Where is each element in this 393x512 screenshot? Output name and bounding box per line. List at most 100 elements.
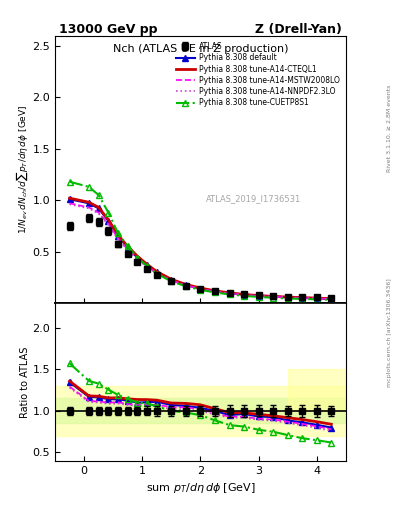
Pythia 8.308 tune-A14-MSTW2008LO bbox=[67, 200, 72, 206]
Pythia 8.308 tune-A14-CTEQL1 bbox=[116, 232, 120, 238]
Pythia 8.308 tune-A14-NNPDF2.3LO bbox=[125, 247, 130, 253]
Pythia 8.308 default bbox=[242, 291, 246, 297]
Pythia 8.308 default bbox=[67, 196, 72, 202]
Pythia 8.308 tune-A14-CTEQL1 bbox=[154, 269, 159, 275]
Line: Pythia 8.308 tune-A14-NNPDF2.3LO: Pythia 8.308 tune-A14-NNPDF2.3LO bbox=[70, 204, 331, 299]
Pythia 8.308 tune-A14-MSTW2008LO bbox=[271, 293, 275, 300]
Line: Pythia 8.308 tune-CUETP8S1: Pythia 8.308 tune-CUETP8S1 bbox=[67, 179, 334, 303]
Pythia 8.308 default bbox=[184, 282, 188, 288]
Pythia 8.308 tune-A14-NNPDF2.3LO bbox=[169, 278, 174, 284]
Pythia 8.308 default bbox=[96, 205, 101, 211]
Pythia 8.308 default bbox=[213, 288, 217, 294]
Pythia 8.308 tune-A14-NNPDF2.3LO bbox=[106, 222, 111, 228]
Pythia 8.308 tune-A14-MSTW2008LO bbox=[300, 295, 305, 301]
Pythia 8.308 tune-CUETP8S1 bbox=[329, 296, 334, 303]
Pythia 8.308 tune-A14-CTEQL1 bbox=[169, 276, 174, 283]
Pythia 8.308 tune-CUETP8S1 bbox=[145, 263, 149, 269]
Pythia 8.308 tune-A14-MSTW2008LO bbox=[169, 278, 174, 284]
Pythia 8.308 tune-A14-MSTW2008LO bbox=[329, 296, 334, 302]
Pythia 8.308 tune-A14-MSTW2008LO bbox=[86, 204, 91, 210]
Pythia 8.308 tune-A14-MSTW2008LO bbox=[198, 286, 203, 292]
Pythia 8.308 tune-A14-CTEQL1 bbox=[329, 295, 334, 302]
Pythia 8.308 tune-A14-MSTW2008LO bbox=[135, 255, 140, 262]
Pythia 8.308 tune-A14-CTEQL1 bbox=[125, 243, 130, 249]
Line: Pythia 8.308 tune-A14-MSTW2008LO: Pythia 8.308 tune-A14-MSTW2008LO bbox=[70, 203, 331, 299]
Text: Nch (ATLAS UE in Z production): Nch (ATLAS UE in Z production) bbox=[113, 44, 288, 54]
Pythia 8.308 tune-A14-MSTW2008LO bbox=[116, 235, 120, 241]
Pythia 8.308 default bbox=[125, 244, 130, 250]
Pythia 8.308 tune-A14-CTEQL1 bbox=[145, 261, 149, 267]
Pythia 8.308 default bbox=[271, 293, 275, 300]
Pythia 8.308 default bbox=[86, 200, 91, 206]
Pythia 8.308 tune-A14-NNPDF2.3LO bbox=[329, 296, 334, 302]
Pythia 8.308 default bbox=[145, 262, 149, 268]
Pythia 8.308 tune-A14-CTEQL1 bbox=[271, 293, 275, 300]
Pythia 8.308 tune-A14-NNPDF2.3LO bbox=[198, 286, 203, 292]
Pythia 8.308 tune-A14-NNPDF2.3LO bbox=[145, 264, 149, 270]
Pythia 8.308 tune-A14-NNPDF2.3LO bbox=[256, 293, 261, 299]
Pythia 8.308 default bbox=[227, 290, 232, 296]
Pythia 8.308 tune-CUETP8S1 bbox=[300, 296, 305, 302]
Pythia 8.308 default bbox=[154, 269, 159, 275]
Pythia 8.308 tune-A14-CTEQL1 bbox=[285, 294, 290, 300]
Pythia 8.308 tune-A14-NNPDF2.3LO bbox=[271, 294, 275, 300]
Pythia 8.308 tune-A14-CTEQL1 bbox=[106, 217, 111, 223]
Pythia 8.308 tune-A14-CTEQL1 bbox=[300, 294, 305, 301]
Pythia 8.308 tune-CUETP8S1 bbox=[242, 293, 246, 299]
Pythia 8.308 tune-CUETP8S1 bbox=[116, 230, 120, 236]
Pythia 8.308 tune-CUETP8S1 bbox=[135, 254, 140, 261]
Pythia 8.308 default bbox=[116, 233, 120, 239]
Pythia 8.308 tune-CUETP8S1 bbox=[227, 291, 232, 297]
Pythia 8.308 tune-A14-NNPDF2.3LO bbox=[242, 292, 246, 298]
Pythia 8.308 default bbox=[135, 254, 140, 261]
Pythia 8.308 tune-A14-NNPDF2.3LO bbox=[300, 295, 305, 301]
Pythia 8.308 tune-A14-MSTW2008LO bbox=[285, 294, 290, 301]
Pythia 8.308 default bbox=[285, 294, 290, 301]
Pythia 8.308 tune-A14-NNPDF2.3LO bbox=[154, 271, 159, 277]
Pythia 8.308 default bbox=[198, 286, 203, 292]
Pythia 8.308 tune-A14-CTEQL1 bbox=[213, 288, 217, 294]
Pythia 8.308 tune-A14-MSTW2008LO bbox=[227, 290, 232, 296]
Pythia 8.308 tune-CUETP8S1 bbox=[213, 289, 217, 295]
Pythia 8.308 tune-A14-CTEQL1 bbox=[184, 282, 188, 288]
Pythia 8.308 tune-A14-MSTW2008LO bbox=[154, 270, 159, 276]
Pythia 8.308 tune-A14-NNPDF2.3LO bbox=[227, 290, 232, 296]
Pythia 8.308 tune-A14-MSTW2008LO bbox=[184, 282, 188, 288]
Pythia 8.308 default bbox=[329, 296, 334, 302]
Pythia 8.308 tune-A14-MSTW2008LO bbox=[256, 293, 261, 299]
Pythia 8.308 tune-A14-NNPDF2.3LO bbox=[116, 236, 120, 242]
Pythia 8.308 tune-CUETP8S1 bbox=[198, 287, 203, 293]
Pythia 8.308 tune-A14-MSTW2008LO bbox=[145, 263, 149, 269]
Pythia 8.308 tune-CUETP8S1 bbox=[184, 283, 188, 289]
Pythia 8.308 tune-A14-NNPDF2.3LO bbox=[96, 210, 101, 217]
Pythia 8.308 tune-CUETP8S1 bbox=[271, 294, 275, 301]
Y-axis label: Ratio to ATLAS: Ratio to ATLAS bbox=[20, 346, 29, 418]
Text: mcplots.cern.ch [arXiv:1306.3436]: mcplots.cern.ch [arXiv:1306.3436] bbox=[387, 279, 391, 387]
Pythia 8.308 default bbox=[169, 277, 174, 283]
Text: ATLAS_2019_I1736531: ATLAS_2019_I1736531 bbox=[206, 195, 301, 203]
Pythia 8.308 tune-A14-CTEQL1 bbox=[135, 253, 140, 259]
Pythia 8.308 tune-A14-CTEQL1 bbox=[242, 291, 246, 297]
Pythia 8.308 tune-CUETP8S1 bbox=[154, 271, 159, 277]
Pythia 8.308 tune-CUETP8S1 bbox=[285, 295, 290, 302]
Pythia 8.308 default bbox=[314, 295, 319, 302]
Text: Rivet 3.1.10, ≥ 2.8M events: Rivet 3.1.10, ≥ 2.8M events bbox=[387, 84, 391, 172]
Pythia 8.308 tune-A14-MSTW2008LO bbox=[125, 246, 130, 252]
Pythia 8.308 tune-A14-CTEQL1 bbox=[67, 195, 72, 201]
Pythia 8.308 tune-A14-CTEQL1 bbox=[256, 292, 261, 298]
Y-axis label: $1/N_{ev}\,dN_{ch}/d\sum p_T/d\eta\,d\phi$ [GeV]: $1/N_{ev}\,dN_{ch}/d\sum p_T/d\eta\,d\ph… bbox=[14, 104, 29, 234]
X-axis label: sum $p_T/d\eta\,d\phi$ [GeV]: sum $p_T/d\eta\,d\phi$ [GeV] bbox=[145, 481, 255, 495]
Pythia 8.308 tune-CUETP8S1 bbox=[96, 192, 101, 198]
Pythia 8.308 default bbox=[106, 218, 111, 224]
Pythia 8.308 tune-A14-MSTW2008LO bbox=[213, 288, 217, 294]
Pythia 8.308 tune-A14-CTEQL1 bbox=[314, 295, 319, 301]
Pythia 8.308 tune-A14-NNPDF2.3LO bbox=[213, 289, 217, 295]
Pythia 8.308 tune-A14-NNPDF2.3LO bbox=[67, 201, 72, 207]
Text: 13000 GeV pp: 13000 GeV pp bbox=[59, 23, 158, 36]
Pythia 8.308 tune-A14-CTEQL1 bbox=[96, 204, 101, 210]
Legend: ATLAS, Pythia 8.308 default, Pythia 8.308 tune-A14-CTEQL1, Pythia 8.308 tune-A14: ATLAS, Pythia 8.308 default, Pythia 8.30… bbox=[174, 39, 342, 110]
Pythia 8.308 tune-CUETP8S1 bbox=[67, 179, 72, 185]
Pythia 8.308 tune-A14-CTEQL1 bbox=[198, 285, 203, 291]
Pythia 8.308 tune-A14-NNPDF2.3LO bbox=[314, 295, 319, 302]
Pythia 8.308 default bbox=[300, 295, 305, 301]
